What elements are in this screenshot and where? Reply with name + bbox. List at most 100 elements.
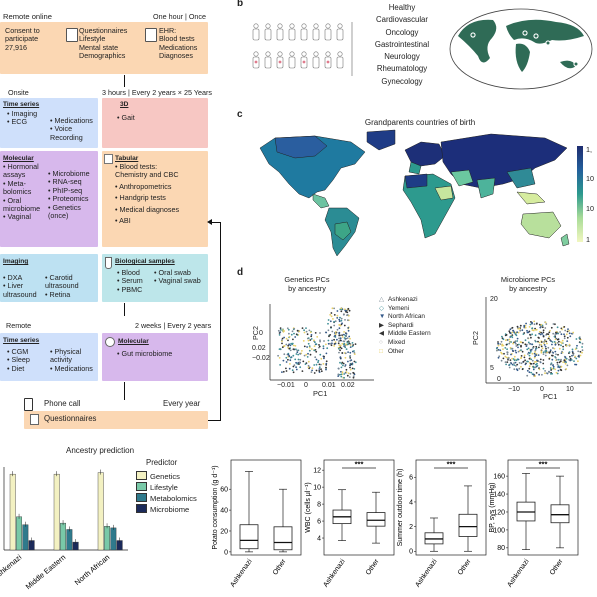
pca-point [513, 364, 516, 366]
pca-point [534, 349, 537, 352]
pca-point [540, 331, 542, 334]
pca-point [502, 348, 504, 350]
pca-point [315, 350, 318, 353]
pca-point [327, 342, 330, 345]
legend-symbol-icon: ○ [379, 338, 383, 346]
pca-point [304, 363, 307, 365]
colorbar-tick: 10 [586, 174, 594, 183]
pca-point [558, 361, 561, 364]
pca-point [568, 329, 570, 332]
onsite-3d-title: 3D [120, 101, 129, 108]
pca-point [339, 316, 341, 319]
pca-point [344, 309, 347, 312]
pca-point [526, 329, 528, 332]
pca-point [534, 340, 537, 343]
pca-point [559, 331, 561, 333]
pca-point [503, 352, 505, 355]
microbiome-pca-ylabel: PC2 [471, 331, 480, 345]
pca-point [508, 363, 511, 366]
bar [16, 516, 22, 551]
pca-point [545, 372, 548, 374]
pca-point [295, 368, 298, 371]
box [458, 513, 478, 537]
pca-point [553, 347, 556, 350]
person-icon [313, 23, 319, 29]
pca-point [517, 331, 520, 334]
pca-point [323, 357, 325, 360]
pca-point [306, 356, 309, 358]
pca-point [334, 320, 337, 323]
pca-point [343, 343, 345, 346]
pca-point [502, 357, 505, 360]
pca-point [348, 335, 351, 338]
pca-point [546, 342, 548, 345]
pca-point [349, 366, 351, 369]
pca-point [515, 368, 518, 370]
list-item: • Oral swab [154, 268, 191, 277]
pca-point [569, 355, 571, 358]
legend-symbol-icon: ▼ [379, 313, 386, 321]
pca-point [510, 353, 512, 356]
legend-symbol-icon: ◇ [379, 304, 384, 312]
onsite-molecular-box [0, 151, 98, 247]
pca-point [299, 358, 302, 361]
pca-point [552, 323, 555, 325]
pca-point [292, 365, 295, 368]
pca-point [531, 329, 534, 331]
pca-point [521, 329, 524, 332]
pca-point [301, 370, 304, 372]
pca-point [497, 342, 500, 345]
person-icon [336, 56, 344, 69]
pca-point [568, 343, 571, 346]
pca-point [513, 331, 516, 334]
pca-point [555, 353, 557, 356]
pca-point [537, 340, 539, 343]
legend-item: ▶ Sephardi [379, 322, 431, 331]
y-tick-label: 100 [493, 527, 505, 534]
pca-point [504, 361, 507, 363]
pca-point [331, 307, 334, 310]
person-icon [289, 51, 295, 57]
pca-point [505, 363, 507, 366]
pca-point [550, 340, 552, 342]
legend-symbol-icon: □ [379, 347, 383, 355]
onsite-imaging-title: Imaging [3, 258, 29, 265]
onsite-biological-col2: • Oral swab • Vaginal swab [154, 268, 201, 286]
list-item: • Vaginal [3, 212, 31, 222]
pca-point [542, 362, 545, 365]
pca-point [554, 343, 557, 346]
pca-point [308, 349, 311, 352]
pca-point [511, 326, 514, 329]
pca-point [546, 333, 548, 335]
pca-point [341, 334, 343, 336]
pca-point [326, 347, 329, 350]
remote-title: Remote [6, 321, 32, 330]
y-axis-label: BP, sys (mmHg) [489, 482, 496, 532]
onsite-timeseries-col1: • Imaging • ECG [7, 109, 37, 127]
pca-point [349, 357, 352, 359]
pca-point [517, 350, 520, 353]
plot-frame [507, 459, 579, 556]
list-item: • ABI [115, 216, 131, 226]
pca-point [306, 333, 309, 336]
pca-point [283, 353, 286, 356]
y-tick-label: 0 [224, 549, 228, 556]
pca-point [285, 343, 288, 346]
person-icon [288, 28, 296, 41]
legend-item: ◇ Yemeni [379, 305, 431, 314]
bar-chart-title: Ancestry prediction [65, 446, 135, 455]
pca-point [512, 329, 515, 332]
pca-point [353, 350, 355, 352]
pca-point [308, 345, 311, 348]
pca-point [522, 333, 525, 335]
pca-point [354, 343, 357, 345]
pca-point [544, 327, 547, 329]
pca-point [338, 327, 341, 330]
pca-point [528, 352, 531, 355]
pca-point [345, 348, 348, 350]
pca-point [518, 367, 521, 370]
pca-point [299, 366, 302, 369]
list-item: • CGM [7, 347, 29, 356]
pca-point [545, 340, 548, 343]
pca-point [278, 357, 281, 359]
